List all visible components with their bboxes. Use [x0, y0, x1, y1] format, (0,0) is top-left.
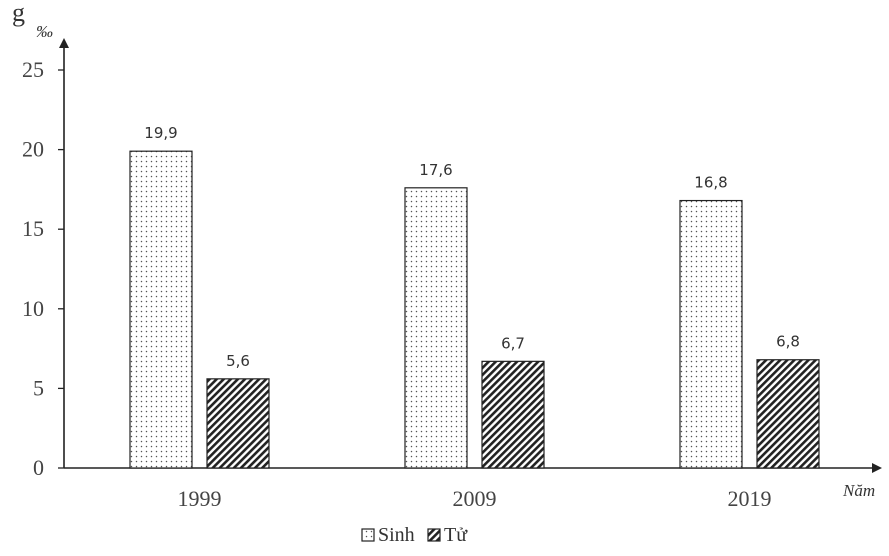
- x-category-label: 1999: [178, 486, 222, 511]
- data-label: 19,9: [144, 124, 177, 142]
- axes: ‰ Năm: [36, 22, 882, 500]
- y-axis-ticks: 0 5 10 15 20 25: [22, 57, 64, 480]
- y-tick-label: 0: [33, 455, 44, 480]
- y-axis-unit: ‰: [36, 22, 53, 41]
- legend-label: Tử: [444, 524, 468, 546]
- bar-sinh-2009: [404, 187, 468, 469]
- data-labels: 19,9 5,6 17,6 6,7 16,8 6,8: [144, 124, 800, 370]
- y-tick-label: 25: [22, 57, 44, 82]
- y-tick-label: 10: [22, 296, 44, 321]
- header-fragment: g: [12, 0, 25, 27]
- y-axis-arrow: [59, 38, 69, 48]
- bar-sinh-1999: [129, 150, 193, 469]
- data-label: 16,8: [694, 174, 727, 192]
- x-axis-categories: 1999 2009 2019: [178, 486, 772, 511]
- legend-swatch-tu: [427, 528, 441, 542]
- legend-label: Sinh: [378, 524, 415, 546]
- legend: Sinh Tử: [361, 524, 468, 546]
- bar-tu-1999: [206, 378, 270, 469]
- bar-tu-2019: [756, 359, 820, 469]
- x-category-label: 2019: [728, 486, 772, 511]
- legend-swatch-sinh: [361, 528, 375, 542]
- data-label: 6,8: [776, 333, 800, 351]
- bar-tu-2009: [481, 360, 545, 469]
- y-tick-label: 5: [33, 375, 44, 400]
- data-label: 5,6: [226, 352, 250, 370]
- x-axis-arrow: [872, 463, 882, 473]
- data-label: 17,6: [419, 161, 452, 179]
- bar-sinh-2019: [679, 199, 743, 469]
- x-category-label: 2009: [453, 486, 497, 511]
- y-tick-label: 15: [22, 216, 44, 241]
- bars: [129, 150, 820, 469]
- x-axis-label: Năm: [842, 481, 875, 500]
- data-label: 6,7: [501, 334, 525, 352]
- y-tick-label: 20: [22, 137, 44, 162]
